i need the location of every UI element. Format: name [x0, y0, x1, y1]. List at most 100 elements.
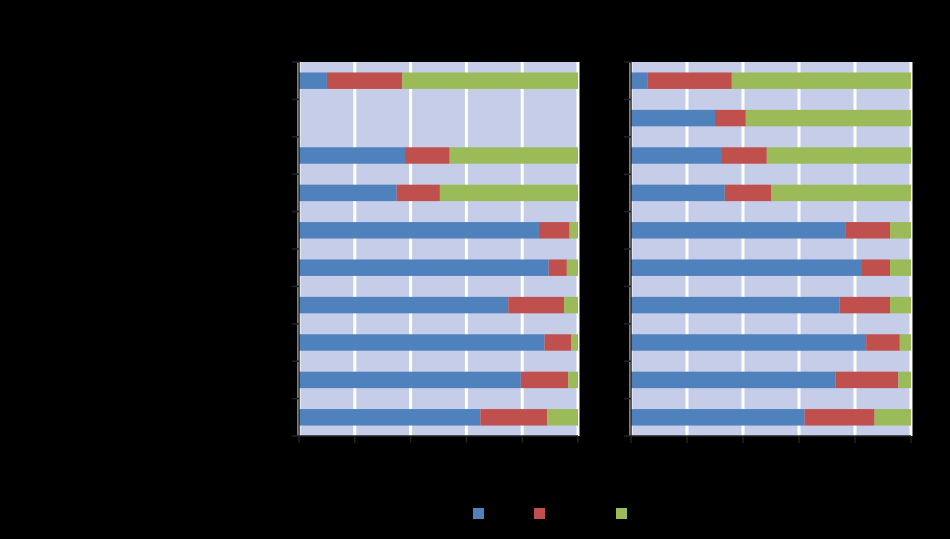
bar-segment	[299, 372, 521, 388]
legend-swatch	[616, 508, 627, 519]
bar-segment	[898, 372, 911, 388]
bar-segment	[771, 185, 911, 201]
bar-segment	[890, 259, 911, 275]
x-axis	[631, 435, 911, 437]
bar-segment	[875, 409, 911, 425]
x-tick	[742, 436, 744, 443]
bar-segment	[299, 259, 549, 275]
category-tick	[624, 248, 631, 250]
bar-segment	[571, 334, 578, 350]
bar-segment	[631, 110, 715, 126]
x-tick	[854, 436, 856, 443]
bar-segment	[631, 372, 835, 388]
bar-segment	[508, 297, 564, 313]
x-tick	[577, 436, 579, 443]
chart-canvas	[0, 0, 950, 539]
category-tick	[292, 136, 299, 138]
x-tick	[354, 436, 356, 443]
bar-segment	[450, 147, 578, 163]
bar-segment	[397, 185, 440, 201]
bar-segment	[547, 409, 578, 425]
category-tick	[292, 360, 299, 362]
bar-segment	[631, 259, 862, 275]
x-tick	[298, 436, 300, 443]
bar-segment	[631, 409, 805, 425]
bar-segment	[545, 334, 572, 350]
category-tick	[624, 173, 631, 175]
x-tick	[630, 436, 632, 443]
bars	[299, 72, 578, 425]
category-tick	[624, 211, 631, 213]
legend-swatch	[534, 508, 545, 519]
category-tick	[624, 323, 631, 325]
bar-segment	[440, 185, 578, 201]
category-tick	[292, 435, 299, 437]
x-tick	[686, 436, 688, 443]
bar-segment	[568, 372, 578, 388]
category-tick	[624, 286, 631, 288]
bar-segment	[402, 72, 578, 88]
bar-segment	[299, 185, 397, 201]
category-tick	[292, 173, 299, 175]
x-tick	[910, 436, 912, 443]
category-tick	[292, 248, 299, 250]
bar-segment	[631, 222, 845, 238]
plot-background	[631, 62, 911, 436]
x-tick	[521, 436, 523, 443]
bar-segment	[631, 185, 725, 201]
category-tick	[292, 286, 299, 288]
bar-segment	[567, 259, 578, 275]
bar-segment	[564, 297, 578, 313]
bar-segment	[767, 147, 911, 163]
bar-segment	[631, 147, 722, 163]
bar-segment	[631, 334, 866, 350]
bar-segment	[648, 72, 732, 88]
bar-segment	[480, 409, 547, 425]
bar-segment	[299, 409, 480, 425]
x-tick	[798, 436, 800, 443]
plot-background	[299, 62, 578, 436]
chart-0	[292, 62, 578, 443]
category-tick	[292, 323, 299, 325]
category-tick	[624, 136, 631, 138]
category-tick	[292, 99, 299, 101]
bar-segment	[539, 222, 570, 238]
bar-segment	[725, 185, 771, 201]
bar-segment	[299, 222, 539, 238]
legend	[473, 508, 627, 519]
x-tick	[410, 436, 412, 443]
bar-segment	[549, 259, 567, 275]
bar-segment	[299, 334, 545, 350]
bar-segment	[890, 297, 911, 313]
bar-segment	[631, 72, 648, 88]
bar-segment	[866, 334, 900, 350]
bar-segment	[521, 372, 568, 388]
bar-segment	[845, 222, 890, 238]
x-tick	[466, 436, 468, 443]
x-axis	[299, 435, 578, 437]
category-tick	[624, 360, 631, 362]
category-tick	[624, 99, 631, 101]
bar-segment	[299, 297, 508, 313]
bar-segment	[900, 334, 911, 350]
bar-segment	[746, 110, 911, 126]
bar-segment	[299, 72, 327, 88]
bar-segment	[805, 409, 875, 425]
bar-segment	[405, 147, 450, 163]
bar-segment	[722, 147, 767, 163]
bar-segment	[570, 222, 578, 238]
category-tick	[292, 61, 299, 63]
category-tick	[624, 398, 631, 400]
bar-segment	[299, 147, 405, 163]
bar-segment	[631, 297, 840, 313]
bar-segment	[835, 372, 898, 388]
chart-1	[624, 62, 911, 443]
bars	[631, 72, 911, 425]
bar-segment	[715, 110, 746, 126]
category-tick	[624, 435, 631, 437]
legend-swatch	[473, 508, 484, 519]
bar-segment	[862, 259, 890, 275]
bar-segment	[327, 72, 402, 88]
bar-segment	[890, 222, 911, 238]
category-tick	[292, 211, 299, 213]
